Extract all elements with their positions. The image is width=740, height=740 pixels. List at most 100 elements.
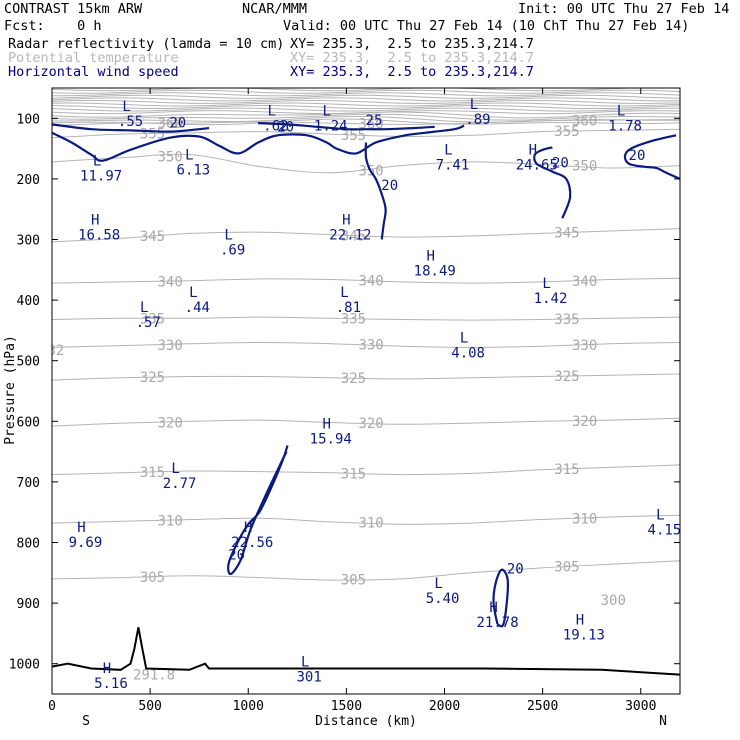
theta-upper-line (52, 102, 680, 107)
extremum-value-label: 5.40 (426, 591, 460, 607)
theta-contour-line (52, 277, 680, 284)
theta-contour-label: 350 (157, 149, 182, 165)
theta-contour-label: 310 (157, 513, 182, 529)
reflectivity-terrain-line (52, 627, 680, 676)
theta-contour-label: 350 (572, 159, 597, 175)
theta-contour-line (52, 128, 680, 139)
theta-contour-label: 325 (140, 370, 165, 386)
theta-contour-line (52, 464, 680, 476)
theta-contour-label: 315 (341, 466, 366, 482)
theta-contour-label: 305 (554, 560, 579, 576)
extremum-value-label: 2.77 (163, 476, 197, 492)
extremum-type-label: L (268, 103, 276, 119)
theta-contour-label: 335 (554, 312, 579, 328)
wind-contour-line (623, 134, 680, 180)
theta-upper-line (52, 92, 680, 97)
theta-contour-label: 340 (572, 274, 597, 290)
extremum-value-label: 19.13 (563, 627, 605, 643)
field-label-theta: Potential temperature (8, 50, 179, 66)
theta-contour-label: 345 (341, 228, 366, 244)
extremum-type-label: H (427, 249, 435, 265)
theta-contour-label: 330 (572, 338, 597, 354)
theta-contour-label: 305 (140, 570, 165, 586)
extremum-value-label: 22.12 (329, 227, 371, 243)
extremum-value-label: 6.13 (177, 163, 211, 179)
y-tick-label: 400 (17, 294, 40, 309)
extremum-type-label: H (529, 143, 537, 159)
theta-contour-line (52, 373, 680, 381)
wind-contour-line (258, 122, 435, 131)
wind-contour-line (52, 124, 465, 162)
extremum-type-label: H (576, 612, 584, 628)
y-axis-title: Pressure (hPa) (3, 335, 18, 445)
theta-contour-label: 330 (358, 338, 383, 354)
extremum-value-label: 9.69 (69, 535, 103, 551)
theta-upper-line (52, 94, 680, 99)
theta-contour-label: 345 (140, 229, 165, 245)
extremum-type-label: L (171, 461, 179, 477)
x-tick-label: 2500 (527, 699, 558, 714)
wind-contour-line (364, 142, 387, 240)
extremum-value-label: 16.58 (78, 227, 120, 243)
model-title: CONTRAST 15km ARW (4, 1, 143, 17)
y-tick-label: 700 (17, 476, 40, 491)
extremum-value-label: 21.78 (476, 615, 518, 631)
theta-contour-label: 310 (572, 512, 597, 528)
field-label-reflectivity: Radar reflectivity (lamda = 10 cm) (8, 36, 285, 52)
extremum-type-label: L (656, 507, 664, 523)
extremum-type-label: H (342, 212, 350, 228)
y-tick-label: 800 (17, 537, 40, 552)
extremum-type-label: L (301, 655, 309, 671)
extremum-type-label: L (140, 300, 148, 316)
extremum-type-label: L (122, 99, 130, 115)
extremum-value-label: 15.94 (310, 432, 352, 448)
x-tick-label: 1500 (331, 699, 362, 714)
extremum-type-label: H (103, 661, 111, 677)
theta-contour-label: 320 (358, 416, 383, 432)
field-xy-theta: XY= 235.3, 2.5 to 235.3,214.7 (290, 50, 534, 66)
theta-contour-label: 335 (140, 311, 165, 327)
plot-area: 305 305 305 310 310 310 315 315 315 320 320 320 325 3… (52, 88, 680, 692)
theta-contour-label: 325 (554, 369, 579, 385)
wind-contour-label: 20 (507, 562, 524, 578)
wind-contour-label: 20 (381, 178, 398, 194)
y-tick-label: 500 (17, 355, 40, 370)
theta-upper-line (52, 88, 680, 92)
theta-extra-label: 291.8 (133, 668, 175, 684)
extremum-value-label: 1.78 (608, 118, 642, 134)
init-time: Init: 00 UTC Thu 27 Feb 14 (518, 1, 730, 17)
theta-upper-line (52, 111, 680, 119)
y-tick-label: 100 (17, 112, 40, 127)
extremum-value-label: 18.49 (414, 264, 456, 280)
x-tick-label: 3000 (625, 699, 656, 714)
theta-contour-label: 305 (341, 573, 366, 589)
extremum-type-label: L (617, 103, 625, 119)
y-tick-label: 900 (17, 597, 40, 612)
field-xy-wind: XY= 235.3, 2.5 to 235.3,214.7 (290, 64, 534, 80)
theta-contour-line (52, 228, 680, 243)
wind-contour-label: 25 (366, 113, 383, 129)
extremum-type-label: L (444, 143, 452, 159)
extremum-value-label: 1.24 (314, 118, 348, 134)
wind-contour-line (533, 146, 572, 219)
valid-time: Valid: 00 UTC Thu 27 Feb 14 (10 ChT Thu … (283, 18, 690, 34)
forecast-hour: Fcst: 0 h (4, 18, 102, 34)
x-tick-label: 500 (138, 699, 161, 714)
wind-contour-line (52, 123, 210, 133)
extremum-value-label: .89 (465, 112, 490, 128)
extremum-value-label: 22.56 (231, 535, 273, 551)
theta-contour-line (52, 341, 680, 348)
theta-upper-line (52, 89, 680, 94)
theta-upper-line (52, 107, 680, 112)
extremum-type-label: H (323, 417, 331, 433)
extremum-type-label: L (189, 285, 197, 301)
extremum-type-label: L (340, 285, 348, 301)
extremum-type-label: H (244, 520, 252, 536)
wind-contour-line (492, 568, 510, 628)
theta-contour-label: 315 (554, 462, 579, 478)
theta-contour-label: 320 (572, 414, 597, 430)
wind-contour-line (227, 445, 289, 576)
theta-contour-label: 340 (157, 274, 182, 290)
extremum-type-label: L (434, 576, 442, 592)
